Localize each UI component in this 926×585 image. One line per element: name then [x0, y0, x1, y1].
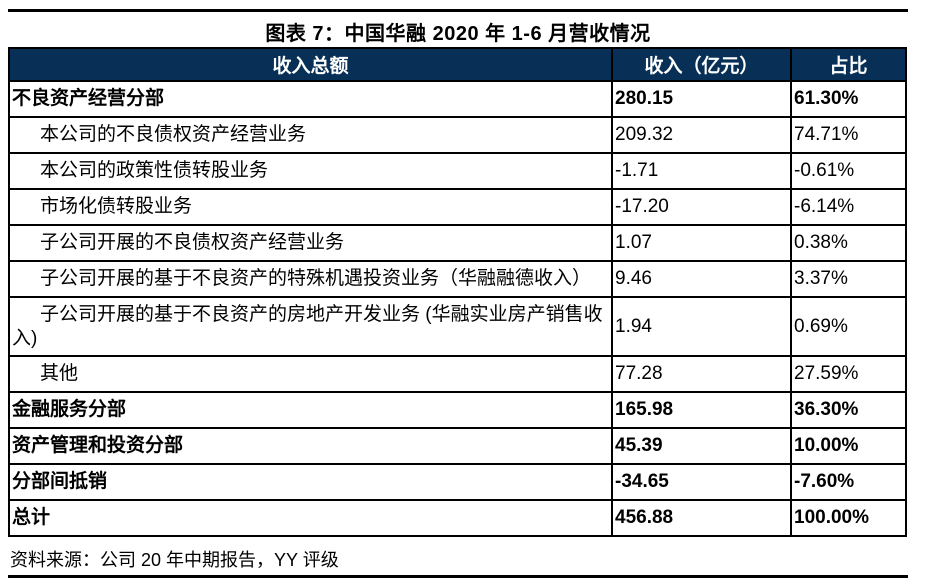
- row-label-cell: 金融服务分部: [8, 391, 613, 429]
- bottom-divider-rule: [8, 575, 908, 578]
- table-row: 本公司的不良债权资产经营业务 209.32 74.71%: [8, 116, 907, 154]
- table-row: 金融服务分部 165.98 36.30%: [8, 391, 907, 429]
- row-label-cell: 子公司开展的基于不良资产的特殊机遇投资业务（华融融德收入）: [8, 260, 613, 298]
- row-share-cell: -7.60%: [790, 463, 907, 501]
- row-share-cell: 36.30%: [790, 391, 907, 429]
- row-income-cell: 1.07: [611, 224, 792, 262]
- table-body: 不良资产经营分部 280.15 61.30% 本公司的不良债权资产经营业务 20…: [8, 80, 907, 537]
- table-row: 不良资产经营分部 280.15 61.30%: [8, 80, 907, 118]
- row-income-cell: -34.65: [611, 463, 792, 501]
- row-income-cell: 280.15: [611, 80, 792, 118]
- table-header: 收入总额 收入（亿元） 占比: [8, 47, 907, 82]
- row-share-cell: 10.00%: [790, 427, 907, 465]
- row-income-cell: 1.94: [611, 296, 792, 357]
- table-row: 市场化债转股业务 -17.20 -6.14%: [8, 188, 907, 226]
- table-row: 其他 77.28 27.59%: [8, 355, 907, 393]
- row-share-cell: 100.00%: [790, 499, 907, 537]
- table-header-row: 收入总额 收入（亿元） 占比: [8, 47, 907, 82]
- header-cell-total-income: 收入总额: [8, 47, 613, 82]
- row-label-cell: 分部间抵销: [8, 463, 613, 501]
- row-share-cell: 74.71%: [790, 116, 907, 154]
- row-income-cell: -17.20: [611, 188, 792, 226]
- row-label-cell: 市场化债转股业务: [8, 188, 613, 226]
- row-label-cell: 子公司开展的不良债权资产经营业务: [8, 224, 613, 262]
- table-row: 子公司开展的基于不良资产的房地产开发业务 (华融实业房产销售收入) 1.94 0…: [8, 296, 907, 357]
- row-label-cell: 资产管理和投资分部: [8, 427, 613, 465]
- row-label-cell: 其他: [8, 355, 613, 393]
- table-row: 子公司开展的基于不良资产的特殊机遇投资业务（华融融德收入） 9.46 3.37%: [8, 260, 907, 298]
- row-share-cell: -0.61%: [790, 152, 907, 190]
- table-row: 分部间抵销 -34.65 -7.60%: [8, 463, 907, 501]
- row-label-cell: 子公司开展的基于不良资产的房地产开发业务 (华融实业房产销售收入): [8, 296, 613, 357]
- row-income-cell: 9.46: [611, 260, 792, 298]
- row-income-cell: 165.98: [611, 391, 792, 429]
- row-share-cell: 0.38%: [790, 224, 907, 262]
- revenue-table: 收入总额 收入（亿元） 占比 不良资产经营分部 280.15 61.30% 本公…: [8, 47, 907, 537]
- row-income-cell: 456.88: [611, 499, 792, 537]
- table-row: 子公司开展的不良债权资产经营业务 1.07 0.38%: [8, 224, 907, 262]
- row-share-cell: 61.30%: [790, 80, 907, 118]
- row-share-cell: 3.37%: [790, 260, 907, 298]
- row-label-cell: 本公司的不良债权资产经营业务: [8, 116, 613, 154]
- table-row: 本公司的政策性债转股业务 -1.71 -0.61%: [8, 152, 907, 190]
- row-share-cell: -6.14%: [790, 188, 907, 226]
- source-note: 资料来源：公司 20 年中期报告，YY 评级: [10, 550, 339, 570]
- top-divider-rule: [8, 9, 908, 12]
- row-income-cell: 77.28: [611, 355, 792, 393]
- row-share-cell: 27.59%: [790, 355, 907, 393]
- row-income-cell: 45.39: [611, 427, 792, 465]
- table-row: 总计 456.88 100.00%: [8, 499, 907, 537]
- row-share-cell: 0.69%: [790, 296, 907, 357]
- header-cell-share: 占比: [790, 47, 907, 82]
- chart-title: 图表 7：中国华融 2020 年 1-6 月营收情况: [265, 23, 651, 45]
- table-row: 资产管理和投资分部 45.39 10.00%: [8, 427, 907, 465]
- row-label-cell: 总计: [8, 499, 613, 537]
- row-income-cell: 209.32: [611, 116, 792, 154]
- header-cell-income-amount: 收入（亿元）: [611, 47, 792, 82]
- row-income-cell: -1.71: [611, 152, 792, 190]
- row-label-cell: 不良资产经营分部: [8, 80, 613, 118]
- row-label-cell: 本公司的政策性债转股业务: [8, 152, 613, 190]
